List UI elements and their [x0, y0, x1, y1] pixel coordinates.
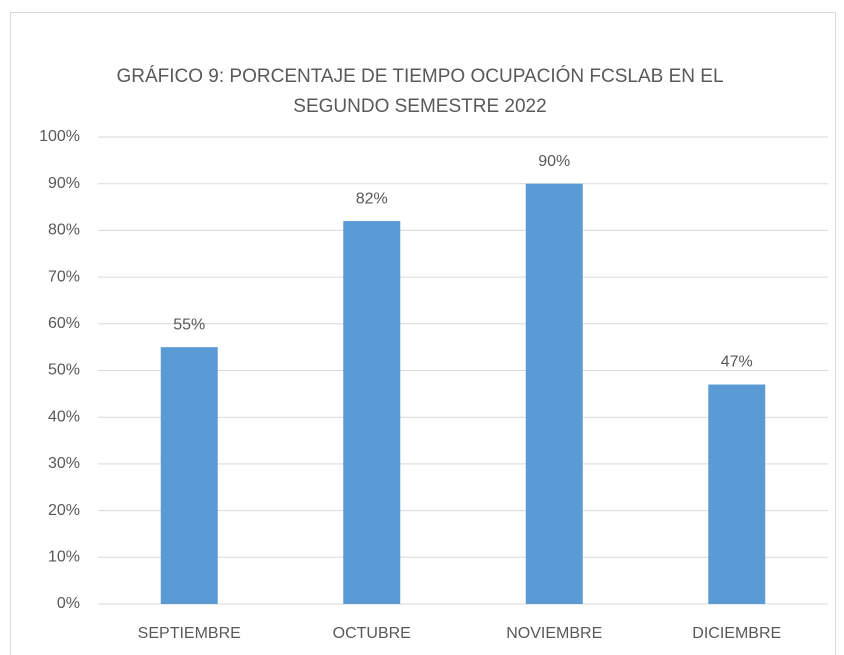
y-tick-label: 30%: [48, 455, 80, 472]
bar: [160, 347, 218, 604]
x-tick-label: DICIEMBRE: [692, 625, 781, 642]
data-label: 55%: [173, 316, 205, 333]
y-tick-label: 10%: [48, 549, 80, 566]
chart-frame: [10, 12, 836, 655]
y-tick-label: 100%: [39, 128, 80, 145]
bar: [343, 221, 401, 604]
data-label: 90%: [538, 153, 570, 170]
y-tick-label: 50%: [48, 362, 80, 379]
bar: [525, 183, 583, 604]
data-label: 47%: [721, 354, 753, 371]
x-tick-label: OCTUBRE: [333, 625, 411, 642]
y-tick-label: 70%: [48, 268, 80, 285]
y-tick-label: 20%: [48, 502, 80, 519]
x-tick-label: SEPTIEMBRE: [138, 625, 241, 642]
x-tick-label: NOVIEMBRE: [506, 625, 602, 642]
y-tick-label: 0%: [57, 595, 80, 612]
chart-title: GRÁFICO 9: PORCENTAJE DE TIEMPO OCUPACIÓ…: [116, 66, 724, 117]
bar: [708, 384, 766, 604]
y-tick-label: 80%: [48, 222, 80, 239]
y-tick-label: 40%: [48, 408, 80, 425]
y-tick-label: 90%: [48, 175, 80, 192]
data-label: 82%: [356, 190, 388, 207]
y-tick-label: 60%: [48, 315, 80, 332]
